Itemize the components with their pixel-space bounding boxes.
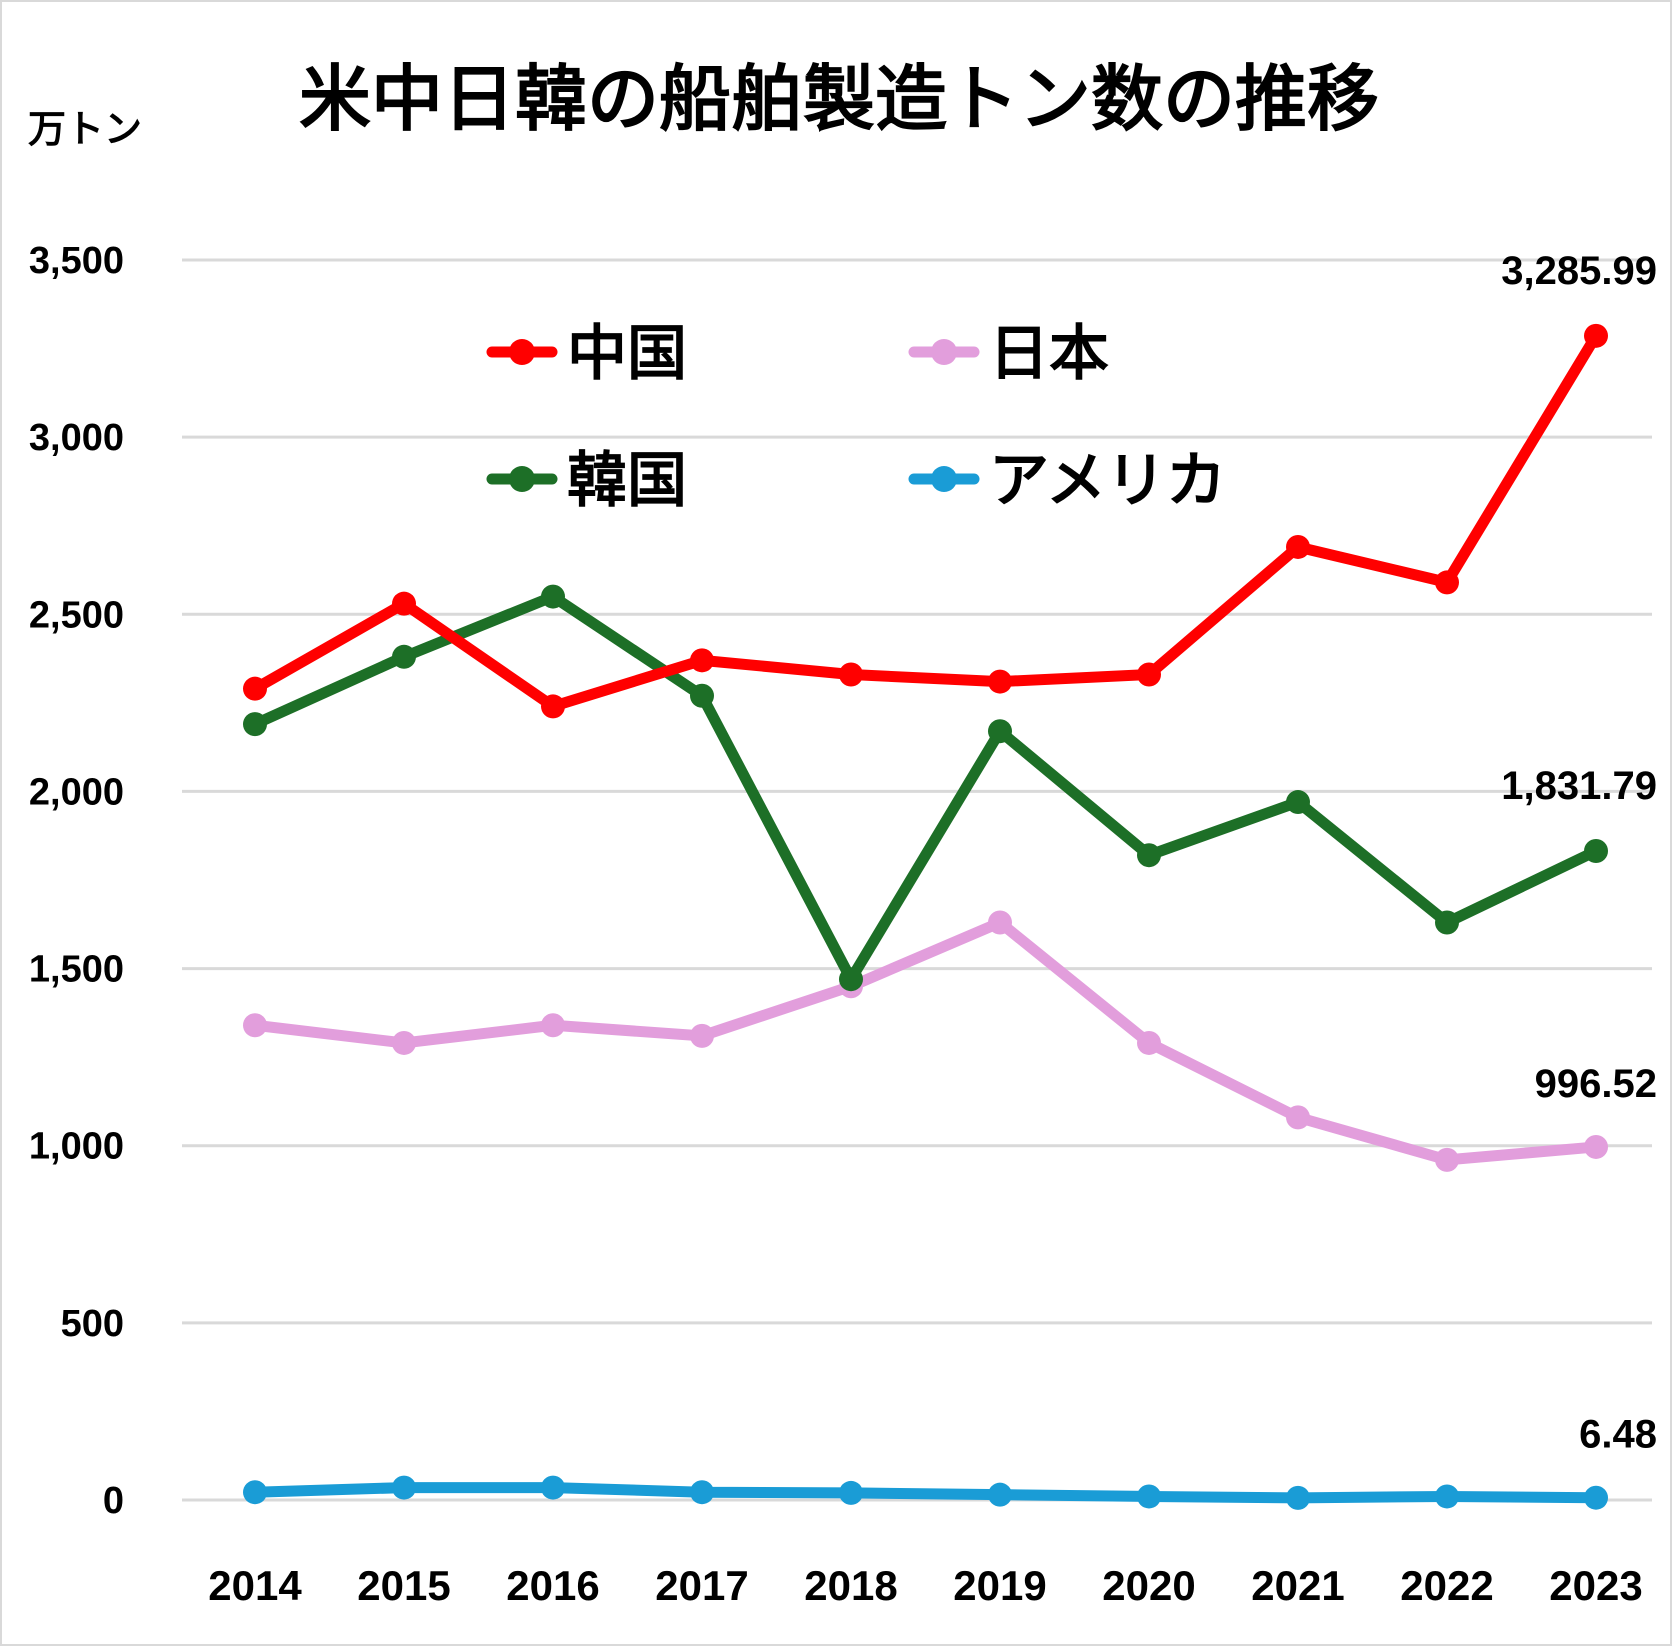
data-labels: 3,285.99 996.52 1,831.79 6.48 (1501, 249, 1657, 1457)
legend-marker-icon (509, 466, 535, 492)
series (243, 323, 1608, 1510)
y-tick-label: 0 (103, 1480, 124, 1522)
legend-item: アメリカ (908, 446, 1226, 516)
data-label: 996.52 (1535, 1062, 1657, 1106)
series-line (249, 591, 1602, 985)
data-point (690, 683, 714, 708)
y-axis-unit-label: 万トン (28, 107, 142, 151)
y-tick-label: 3,500 (29, 240, 124, 282)
x-tick-label: 2023 (1549, 1562, 1642, 1609)
legend-label: 中国 (567, 319, 687, 389)
legend-marker-icon (931, 339, 957, 365)
y-tick-label: 3,000 (29, 417, 124, 459)
data-label: 3,285.99 (1501, 249, 1657, 293)
x-tick-label: 2017 (655, 1562, 748, 1609)
data-point (243, 1013, 267, 1038)
legend-label: アメリカ (989, 446, 1226, 516)
data-point (1435, 910, 1459, 935)
x-tick-label: 2015 (357, 1562, 450, 1609)
data-point (1584, 323, 1608, 348)
legend-item: 韓国 (486, 446, 687, 516)
series-line (249, 917, 1602, 1166)
series-1 (243, 910, 1608, 1172)
y-tick-label: 1,500 (29, 949, 124, 991)
y-tick-label: 1,000 (29, 1126, 124, 1168)
data-point (988, 719, 1012, 744)
x-tick-label: 2022 (1400, 1562, 1493, 1609)
chart-title: 米中日韓の船舶製造トン数の推移 (299, 57, 1379, 141)
data-point (1137, 1484, 1161, 1509)
data-point (243, 1480, 267, 1505)
data-point (988, 1482, 1012, 1507)
data-point (1435, 1147, 1459, 1172)
data-point (541, 1475, 565, 1500)
data-point (243, 712, 267, 737)
series-3 (243, 1475, 1608, 1510)
data-point (392, 644, 416, 669)
data-point (1584, 1485, 1608, 1510)
data-label: 6.48 (1579, 1413, 1657, 1457)
data-label: 1,831.79 (1501, 764, 1657, 808)
legend-item: 中国 (486, 319, 687, 389)
data-point (1137, 662, 1161, 687)
data-point (1435, 1484, 1459, 1509)
data-point (541, 584, 565, 609)
legend-item: 日本 (908, 319, 1109, 389)
data-point (1286, 1485, 1310, 1510)
data-point (988, 669, 1012, 694)
x-tick-label: 2016 (506, 1562, 599, 1609)
x-tick-label: 2018 (804, 1562, 897, 1609)
data-point (392, 1475, 416, 1500)
series-0 (243, 323, 1608, 719)
data-point (1137, 843, 1161, 868)
legend-marker-icon (509, 339, 535, 365)
data-point (839, 662, 863, 687)
data-point (1286, 790, 1310, 815)
x-tick-label: 2020 (1102, 1562, 1195, 1609)
data-point (1584, 839, 1608, 864)
y-axis-ticks: 0 500 1,000 1,500 2,000 2,500 3,000 3,500 (29, 240, 124, 1522)
x-tick-label: 2021 (1251, 1562, 1344, 1609)
data-point (541, 694, 565, 719)
y-tick-label: 500 (61, 1303, 124, 1345)
x-tick-label: 2019 (953, 1562, 1046, 1609)
data-point (988, 910, 1012, 935)
y-tick-label: 2,500 (29, 594, 124, 636)
data-point (690, 1023, 714, 1048)
legend-label: 韓国 (567, 446, 687, 516)
x-axis-ticks: 2014 2015 2016 2017 2018 2019 2020 2021 2022 2023 (208, 1562, 1642, 1609)
data-point (690, 648, 714, 673)
series-line (249, 1482, 1602, 1504)
data-point (1286, 534, 1310, 559)
data-point (1286, 1105, 1310, 1130)
x-tick-label: 2014 (208, 1562, 302, 1609)
data-point (392, 1030, 416, 1055)
legend-label: 日本 (989, 319, 1109, 389)
y-tick-label: 2,000 (29, 771, 124, 813)
data-point (690, 1480, 714, 1505)
data-point (243, 676, 267, 701)
data-point (1435, 570, 1459, 595)
data-point (839, 1480, 863, 1505)
series-line (249, 330, 1602, 712)
data-point (839, 967, 863, 992)
data-point (1137, 1030, 1161, 1055)
data-point (392, 591, 416, 616)
data-point (1584, 1134, 1608, 1159)
series-2 (243, 584, 1608, 992)
data-point (541, 1013, 565, 1038)
legend-marker-icon (931, 466, 957, 492)
